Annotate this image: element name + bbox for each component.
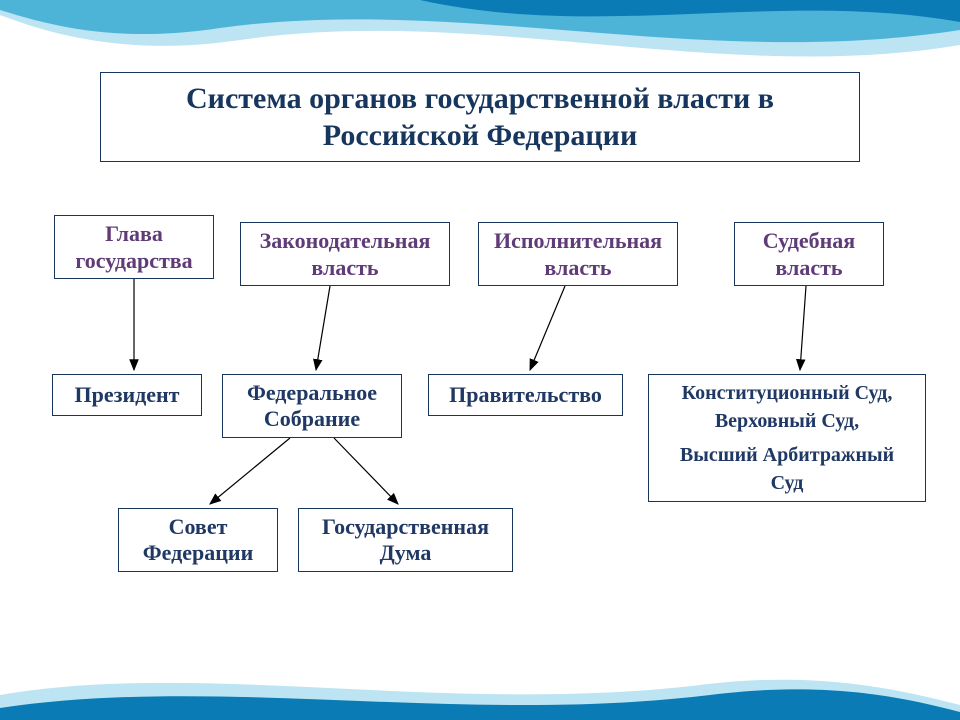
branch-legislative: Законодательная власть bbox=[240, 222, 450, 286]
node-government: Правительство bbox=[428, 374, 623, 416]
title-line1: Система органов государственной власти в bbox=[186, 82, 774, 115]
diagram-title: Система органов государственной власти в… bbox=[100, 72, 860, 162]
decorative-wave-bottom bbox=[0, 640, 960, 720]
branch-head-of-state: Глава государства bbox=[54, 215, 214, 279]
branch-executive: Исполнительная власть bbox=[478, 222, 678, 286]
node-state-duma: Государственная Дума bbox=[298, 508, 513, 572]
node-federal-assembly: Федеральное Собрание bbox=[222, 374, 402, 438]
branch-judicial: Судебная власть bbox=[734, 222, 884, 286]
node-federation-council: Совет Федерации bbox=[118, 508, 278, 572]
node-courts: Конституционный Суд, Верховный Суд, Высш… bbox=[648, 374, 926, 502]
title-line2: Российской Федерации bbox=[323, 119, 638, 152]
node-president: Президент bbox=[52, 374, 202, 416]
